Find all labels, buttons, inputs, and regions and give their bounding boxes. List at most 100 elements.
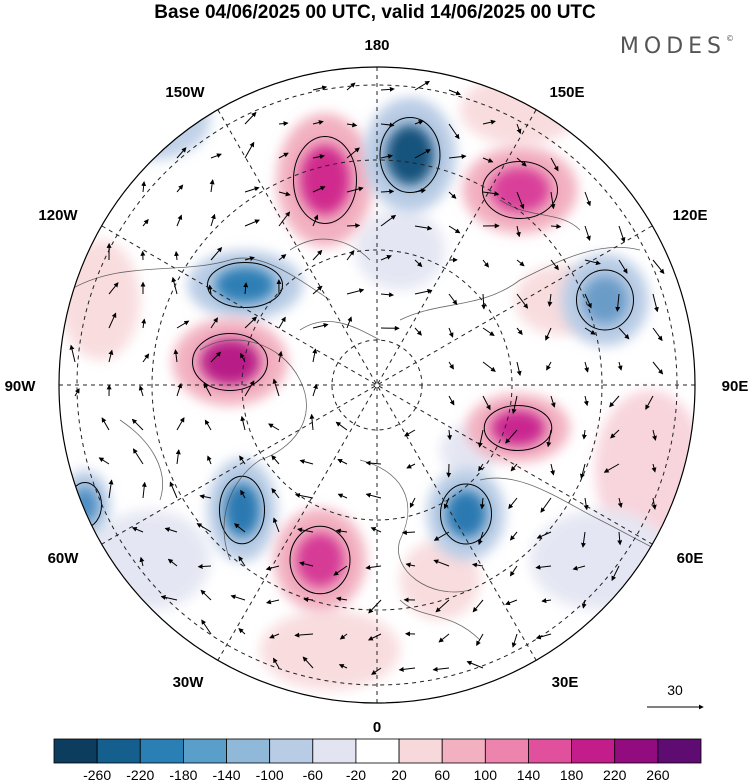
colorbar-tick-label: -140 (213, 767, 241, 783)
wind-vector (414, 225, 433, 231)
wind-vector (482, 361, 496, 372)
wind-vector (509, 531, 518, 541)
lon-label-150e: 150E (549, 84, 584, 101)
colorbar-tick-label: 20 (391, 767, 407, 783)
wind-vector (414, 80, 431, 91)
wind-vector (244, 316, 258, 329)
colorbar-swatch (53, 738, 98, 764)
wind-vector (312, 285, 323, 295)
wind-vector (652, 259, 665, 275)
wind-vector (132, 448, 144, 465)
circulation-streamline (483, 405, 553, 451)
lon-label-90e: 90E (722, 378, 749, 395)
anomaly-core (215, 267, 275, 303)
colorbar: -260 -220 -180 -140 -100 -60 -20 20 60 100 140 180 2… (53, 738, 702, 783)
colorbar-swatch (614, 738, 659, 764)
lon-label-0: 0 (373, 719, 381, 736)
wind-vector (651, 497, 657, 510)
wind-vector (312, 85, 328, 91)
wind-vector (176, 214, 183, 227)
wind-vector (160, 594, 178, 601)
wind-vector (448, 293, 458, 306)
wind-vector (435, 599, 450, 613)
wind-vector (652, 429, 657, 441)
wind-vector (380, 86, 395, 92)
anomaly-center-negative (59, 470, 111, 540)
wind-vector (581, 599, 587, 609)
wind-vector (550, 463, 555, 476)
wind-vector (414, 120, 424, 125)
wind-vector (346, 82, 356, 91)
wind-vector (550, 395, 556, 408)
wind-vector (584, 191, 591, 207)
colorbar-tick-label: 180 (560, 767, 584, 783)
colorbar-swatch (96, 738, 141, 764)
anomaly-center-positive (462, 146, 578, 234)
wind-vector (615, 293, 621, 312)
wind-vector (510, 463, 518, 472)
wind-vector (240, 415, 246, 431)
lon-label-180: 180 (364, 37, 389, 54)
wind-vector (414, 188, 427, 194)
graticule (59, 67, 695, 703)
wind-vector (541, 598, 552, 604)
colorbar-swatch (269, 738, 314, 764)
wind-vector (448, 361, 454, 370)
wind-vector (516, 123, 522, 135)
colorbar-tick-label: 260 (646, 767, 670, 783)
wind-vector (466, 660, 484, 669)
anomaly-center-negative (561, 254, 649, 346)
wind-vector (610, 429, 620, 439)
wind-vector (550, 223, 562, 229)
anomaly-center-positive (172, 318, 288, 406)
wind-vector (138, 385, 144, 397)
wind-vector (278, 316, 286, 329)
wind-vector (299, 561, 314, 567)
wind-vector (238, 628, 246, 635)
wind-vector (645, 395, 654, 410)
wind-vector (173, 349, 179, 363)
anomaly-core (582, 276, 628, 324)
anomaly-center-negative (364, 97, 456, 213)
lon-label-90w: 90W (5, 378, 37, 395)
wind-vector (414, 149, 431, 159)
wind-vector (380, 189, 395, 195)
wind-vector (482, 327, 495, 336)
wind-vector (584, 293, 592, 309)
wind-vector (196, 523, 212, 533)
wind-vector (141, 318, 147, 329)
anomaly-core (386, 125, 434, 185)
wind-vector (365, 460, 382, 466)
wind-vector (546, 361, 552, 371)
wind-vector (294, 632, 314, 638)
wind-vector (203, 382, 212, 397)
wind-vector (508, 497, 518, 510)
anomaly-core (200, 339, 260, 385)
colorbar-tick-label: 140 (517, 767, 541, 783)
wind-vector (478, 463, 484, 472)
wind-vector (482, 157, 494, 163)
colorbar-tick-label: 220 (603, 767, 627, 783)
wind-vector (294, 492, 314, 499)
wind-vector (547, 293, 553, 307)
colorbar-swatch (528, 738, 572, 764)
wind-vector (207, 455, 212, 465)
anomaly-core (224, 483, 260, 537)
lon-label-30w: 30W (173, 674, 205, 691)
wind-vector (169, 481, 178, 499)
wind-vector (175, 449, 181, 465)
wind-vector (244, 141, 255, 159)
wind-vector (278, 191, 291, 197)
wind-vector (268, 423, 280, 431)
wind-vector (479, 497, 485, 510)
wind-vector (244, 111, 257, 125)
wind-vector (380, 122, 395, 128)
wind-vector (312, 214, 319, 227)
wind-vector (618, 225, 626, 243)
wind-vector (536, 531, 552, 539)
wind-vector (243, 282, 249, 295)
modes-logo: MODES© (620, 34, 734, 59)
wind-vector (509, 565, 518, 577)
anomaly-center-negative (426, 468, 506, 560)
wind-vector (199, 494, 212, 500)
